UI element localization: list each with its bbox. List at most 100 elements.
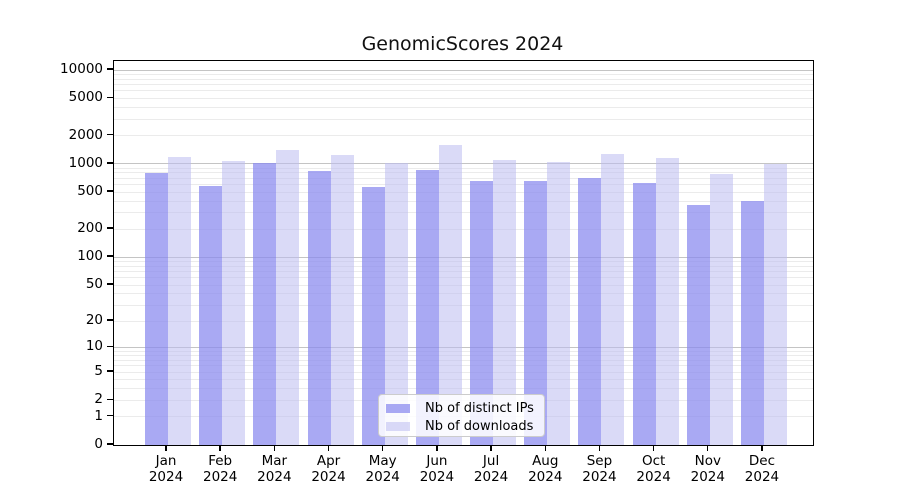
legend-swatch-distinct-ips-icon bbox=[386, 403, 410, 413]
gridline-100 bbox=[114, 256, 813, 258]
x-tick-mark-oct bbox=[652, 445, 655, 451]
bar-nov-ips bbox=[686, 205, 710, 445]
legend-swatch-downloads-icon bbox=[386, 421, 410, 431]
y-tick-mark-2000 bbox=[107, 133, 113, 136]
y-tick-label-10: 10 bbox=[85, 338, 103, 355]
bar-feb-ips bbox=[199, 186, 223, 445]
y-tick-mark-100 bbox=[107, 255, 113, 257]
gridline-5000 bbox=[114, 97, 813, 99]
gridline-30 bbox=[114, 304, 813, 306]
x-tick-label-aug: Aug 2024 bbox=[528, 453, 563, 485]
x-tick-label-mar: Mar 2024 bbox=[257, 453, 292, 485]
bar-nov-downloads bbox=[709, 174, 733, 445]
bar-mar-downloads bbox=[276, 149, 300, 445]
gridline-1000 bbox=[114, 163, 813, 165]
gridline-400 bbox=[114, 200, 813, 202]
gridline-7000 bbox=[114, 84, 813, 86]
y-tick-label-5: 5 bbox=[94, 363, 103, 380]
gridline-7 bbox=[114, 359, 813, 361]
bar-sep-ips bbox=[578, 177, 602, 445]
bar-jan-downloads bbox=[168, 156, 191, 445]
bar-dec-ips bbox=[740, 201, 764, 445]
bar-oct-ips bbox=[632, 183, 656, 445]
x-tick-label-feb: Feb 2024 bbox=[202, 453, 238, 485]
gridline-8 bbox=[114, 355, 813, 357]
bar-jul-downloads bbox=[493, 160, 517, 445]
y-tick-label-1: 1 bbox=[94, 407, 103, 424]
bar-feb-downloads bbox=[222, 161, 246, 445]
y-tick-label-0: 0 bbox=[94, 436, 103, 452]
gridline-500 bbox=[114, 191, 813, 193]
gridline-900 bbox=[114, 167, 813, 169]
bar-apr-ips bbox=[307, 170, 331, 445]
gridline-8000 bbox=[114, 78, 813, 80]
gridline-9 bbox=[114, 350, 813, 352]
bar-dec-downloads bbox=[763, 163, 787, 445]
gridline-600 bbox=[114, 184, 813, 186]
bar-jun-ips bbox=[415, 170, 439, 445]
bar-jul-ips bbox=[470, 180, 494, 445]
bar-oct-downloads bbox=[655, 157, 679, 445]
gridline-4000 bbox=[114, 106, 813, 108]
gridline-4 bbox=[114, 379, 813, 381]
x-tick-mark-may bbox=[382, 445, 384, 451]
y-tick-label-1000: 1000 bbox=[68, 154, 103, 171]
x-tick-label-oct: Oct 2024 bbox=[636, 453, 671, 485]
gridline-40 bbox=[114, 293, 813, 295]
x-tick-label-dec: Dec 2024 bbox=[744, 453, 780, 485]
y-tick-mark-50 bbox=[107, 283, 113, 285]
y-tick-label-2000: 2000 bbox=[68, 126, 103, 143]
y-tick-label-50: 50 bbox=[85, 276, 103, 292]
x-tick-mark-feb bbox=[219, 445, 221, 451]
y-tick-label-5000: 5000 bbox=[68, 89, 103, 106]
y-tick-mark-5 bbox=[107, 370, 113, 372]
chart-title: GenomicScores 2024 bbox=[361, 33, 564, 55]
bars-layer bbox=[114, 61, 813, 445]
y-tick-mark-0 bbox=[107, 443, 113, 445]
x-tick-mark-apr bbox=[327, 445, 330, 451]
bar-aug-downloads bbox=[547, 162, 571, 445]
gridline-60 bbox=[114, 277, 813, 279]
legend-row-downloads: Nb of downloads bbox=[379, 417, 544, 435]
x-tick-mark-jun bbox=[436, 445, 438, 451]
legend: Nb of distinct IPs Nb of downloads bbox=[378, 394, 545, 437]
gridline-50 bbox=[114, 284, 813, 286]
gridline-700 bbox=[114, 177, 813, 179]
x-tick-mark-nov bbox=[707, 445, 709, 451]
gridline-20 bbox=[114, 320, 813, 322]
x-tick-label-sep: Sep 2024 bbox=[582, 453, 617, 485]
x-tick-label-nov: Nov 2024 bbox=[690, 453, 725, 485]
x-tick-mark-jul bbox=[490, 445, 492, 451]
y-tick-mark-10000 bbox=[107, 68, 113, 70]
legend-row-distinct-ips: Nb of distinct IPs bbox=[379, 399, 544, 417]
bar-may-downloads bbox=[384, 163, 408, 445]
y-tick-label-20: 20 bbox=[85, 312, 103, 329]
x-tick-label-apr: Apr 2024 bbox=[311, 453, 346, 485]
bar-mar-ips bbox=[253, 162, 277, 445]
legend-label-distinct-ips: Nb of distinct IPs bbox=[425, 400, 534, 416]
gridline-6 bbox=[114, 365, 813, 367]
y-tick-mark-200 bbox=[107, 227, 113, 229]
bar-may-ips bbox=[361, 187, 385, 445]
gridline-9000 bbox=[114, 73, 813, 75]
y-tick-label-100: 100 bbox=[77, 248, 103, 265]
x-tick-mark-aug bbox=[544, 445, 546, 451]
gridline-2000 bbox=[114, 135, 813, 137]
y-tick-label-2: 2 bbox=[94, 391, 103, 408]
bar-sep-downloads bbox=[601, 153, 625, 445]
y-tick-mark-10 bbox=[107, 345, 113, 348]
plot-area: Nb of distinct IPs Nb of downloads bbox=[113, 60, 814, 446]
x-tick-mark-sep bbox=[598, 445, 601, 451]
y-tick-label-200: 200 bbox=[77, 220, 103, 237]
bar-jun-downloads bbox=[438, 145, 462, 445]
gridline-800 bbox=[114, 172, 813, 174]
gridline-3 bbox=[114, 388, 813, 390]
gridline-90 bbox=[114, 260, 813, 262]
y-tick-mark-20 bbox=[107, 319, 113, 321]
gridline-70 bbox=[114, 271, 813, 273]
gridline-10 bbox=[114, 346, 813, 348]
bar-jan-ips bbox=[145, 172, 168, 445]
x-tick-label-jul: Jul 2024 bbox=[473, 453, 509, 485]
gridline-10000 bbox=[114, 69, 813, 71]
y-tick-label-10000: 10000 bbox=[60, 61, 103, 78]
